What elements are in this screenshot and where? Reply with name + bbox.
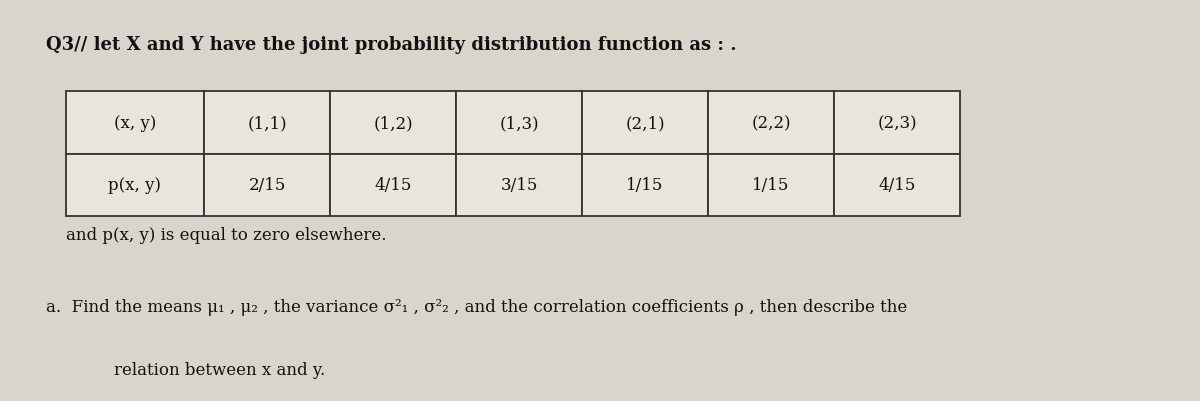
Text: and p(x, y) is equal to zero elsewhere.: and p(x, y) is equal to zero elsewhere.	[66, 227, 386, 243]
Text: (1,1): (1,1)	[247, 115, 287, 132]
Bar	[204, 154, 330, 217]
Bar	[708, 154, 834, 217]
Bar	[708, 92, 834, 154]
Text: 2/15: 2/15	[248, 177, 286, 194]
Text: (1,3): (1,3)	[499, 115, 539, 132]
Text: (2,2): (2,2)	[751, 115, 791, 132]
Bar	[456, 92, 582, 154]
Text: 4/15: 4/15	[374, 177, 412, 194]
Bar	[834, 154, 960, 217]
Bar	[330, 154, 456, 217]
Text: (1,2): (1,2)	[373, 115, 413, 132]
Bar	[582, 154, 708, 217]
Text: a.  Find the means μ₁ , μ₂ , the variance σ²₁ , σ²₂ , and the correlation coeffi: a. Find the means μ₁ , μ₂ , the variance…	[46, 299, 907, 316]
Bar	[456, 154, 582, 217]
Text: 1/15: 1/15	[626, 177, 664, 194]
Text: (2,1): (2,1)	[625, 115, 665, 132]
Bar	[330, 92, 456, 154]
Text: (2,3): (2,3)	[877, 115, 917, 132]
Bar	[204, 92, 330, 154]
Text: relation between x and y.: relation between x and y.	[114, 361, 325, 378]
Text: Q3// let X and Y have the joint probability distribution function as : .: Q3// let X and Y have the joint probabil…	[46, 36, 737, 54]
Text: p(x, y): p(x, y)	[108, 177, 162, 194]
Bar	[834, 92, 960, 154]
Text: 4/15: 4/15	[878, 177, 916, 194]
Bar	[582, 92, 708, 154]
Bar	[66, 154, 204, 217]
Text: 1/15: 1/15	[752, 177, 790, 194]
Bar	[66, 92, 204, 154]
Text: (x, y): (x, y)	[114, 115, 156, 132]
Text: 3/15: 3/15	[500, 177, 538, 194]
